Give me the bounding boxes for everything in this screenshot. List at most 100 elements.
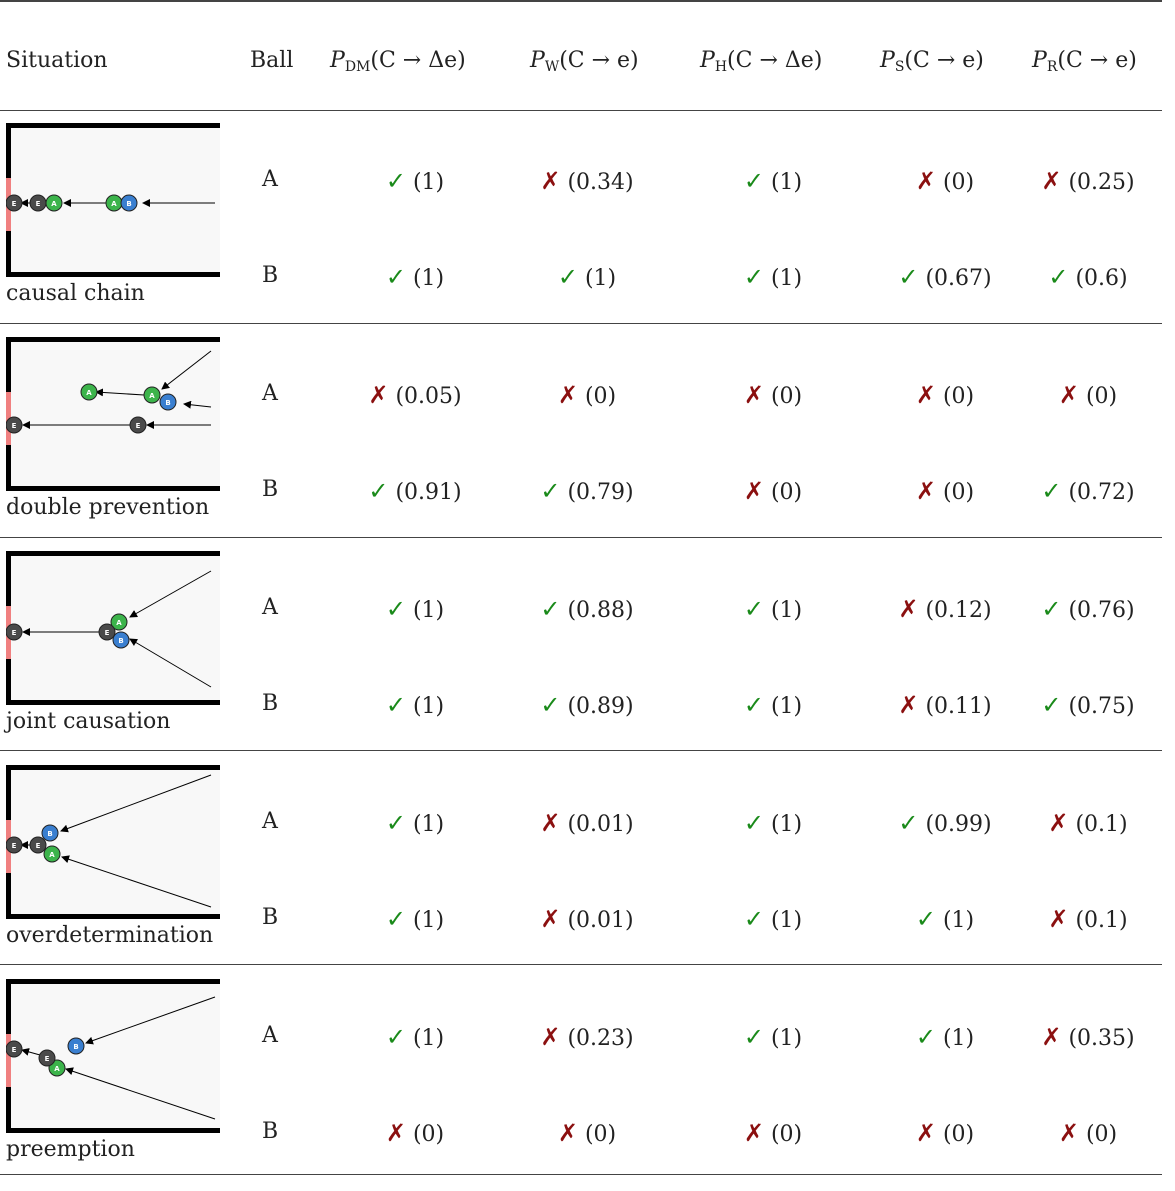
situation-label: preemption [6,1137,135,1162]
result-cell: ✓ (0.89) [540,691,633,719]
result-cell: ✓ (1) [744,595,802,623]
header-p-dm-args: (C → Δe) [370,48,466,73]
result-value: (0) [942,384,975,409]
check-icon: ✓ [557,263,578,291]
check-icon: ✓ [743,809,764,837]
result-value: (1) [412,170,445,195]
result-value: (1) [770,694,803,719]
result-value: (0.34) [567,170,634,195]
result-value: (0) [412,1122,445,1147]
result-cell: ✓ (0.76) [1041,595,1134,623]
situation-label: double prevention [6,495,210,520]
result-cell: ✗ (0) [558,381,616,409]
header-p-s-sub: S [894,59,905,75]
joint-causation-diagram: A B E E [6,551,220,705]
check-icon: ✓ [915,905,936,933]
result-value: (1) [412,266,445,291]
svg-text:E: E [36,842,41,850]
result-value: (0.1) [1075,812,1128,837]
result-cell: ✓ (0.79) [540,477,633,505]
double-prevention-diagram: A A B E E [6,337,220,491]
check-icon: ✓ [898,263,919,291]
row-overdetermination: B A E E overdetermination A B [0,765,1175,977]
ball-label: A [262,381,278,406]
row-preemption: B A E E preemption A B [0,979,1175,1191]
svg-text:E: E [105,629,110,637]
result-cell: ✓ (1) [744,809,802,837]
result-value: (1) [770,170,803,195]
header-situation: Situation [6,48,108,73]
ball-label: A [262,595,278,620]
result-cell: ✗ (0.1) [1048,905,1127,933]
result-value: (0) [770,480,803,505]
result-value: (0) [584,1122,617,1147]
result-value: (0.11) [925,694,992,719]
result-cell: ✓ (1) [744,167,802,195]
cross-icon: ✗ [1041,1023,1062,1051]
result-cell: ✓ (1) [916,1023,974,1051]
situation-label: causal chain [6,281,145,306]
svg-text:E: E [136,422,141,430]
result-value: (1) [770,908,803,933]
check-icon: ✓ [743,691,764,719]
result-value: (0.88) [567,598,634,623]
svg-text:B: B [47,830,52,838]
result-cell: ✓ (1) [386,691,444,719]
check-icon: ✓ [898,809,919,837]
check-icon: ✓ [368,477,389,505]
svg-text:E: E [12,629,17,637]
header-p-s: PS(C → e) [880,48,984,75]
header-p-w: PW(C → e) [530,48,639,75]
cross-icon: ✗ [1058,1119,1079,1147]
result-cell: ✗ (0.34) [540,167,633,195]
header-p-r-sub: R [1046,59,1058,75]
result-value: (0.89) [567,694,634,719]
result-value: (1) [770,598,803,623]
result-value: (0) [1085,384,1118,409]
result-cell: ✗ (0) [386,1119,444,1147]
result-value: (0.25) [1068,170,1135,195]
check-icon: ✓ [540,691,561,719]
result-cell: ✓ (0.91) [368,477,461,505]
result-cell: ✓ (1) [744,263,802,291]
row-rule [0,750,1162,751]
cross-icon: ✗ [743,477,764,505]
result-value: (0.79) [567,480,634,505]
svg-text:A: A [51,200,57,208]
ball-label: B [262,905,279,930]
cross-icon: ✗ [1048,809,1069,837]
result-value: (1) [412,694,445,719]
ball-label: B [262,477,279,502]
svg-text:A: A [149,392,155,400]
result-value: (0.01) [567,908,634,933]
svg-text:E: E [45,1055,50,1063]
result-value: (0.67) [925,266,992,291]
check-icon: ✓ [915,1023,936,1051]
header-p-s-symbol: P [880,48,895,73]
cross-icon: ✗ [540,167,561,195]
svg-text:E: E [12,422,17,430]
check-icon: ✓ [385,691,406,719]
svg-text:B: B [73,1043,78,1051]
cross-icon: ✗ [915,1119,936,1147]
row-causal-chain: E E A A B causal chain A B [0,123,1175,335]
check-icon: ✓ [540,595,561,623]
overdetermination-diagram: B A E E [6,765,220,919]
result-value: (0.23) [567,1026,634,1051]
cross-icon: ✗ [1041,167,1062,195]
result-cell: ✓ (1) [916,905,974,933]
situation-label: joint causation [6,709,171,734]
header-p-w-args: (C → e) [559,48,639,73]
header-p-h-args: (C → Δe) [727,48,823,73]
check-icon: ✓ [385,1023,406,1051]
cross-icon: ✗ [743,381,764,409]
svg-text:E: E [12,200,17,208]
result-value: (0.01) [567,812,634,837]
cross-icon: ✗ [557,381,578,409]
result-cell: ✗ (0) [1059,381,1117,409]
cross-icon: ✗ [915,381,936,409]
cross-icon: ✗ [915,477,936,505]
result-cell: ✗ (0.12) [898,595,991,623]
result-cell: ✓ (0.72) [1041,477,1134,505]
result-cell: ✗ (0) [916,1119,974,1147]
